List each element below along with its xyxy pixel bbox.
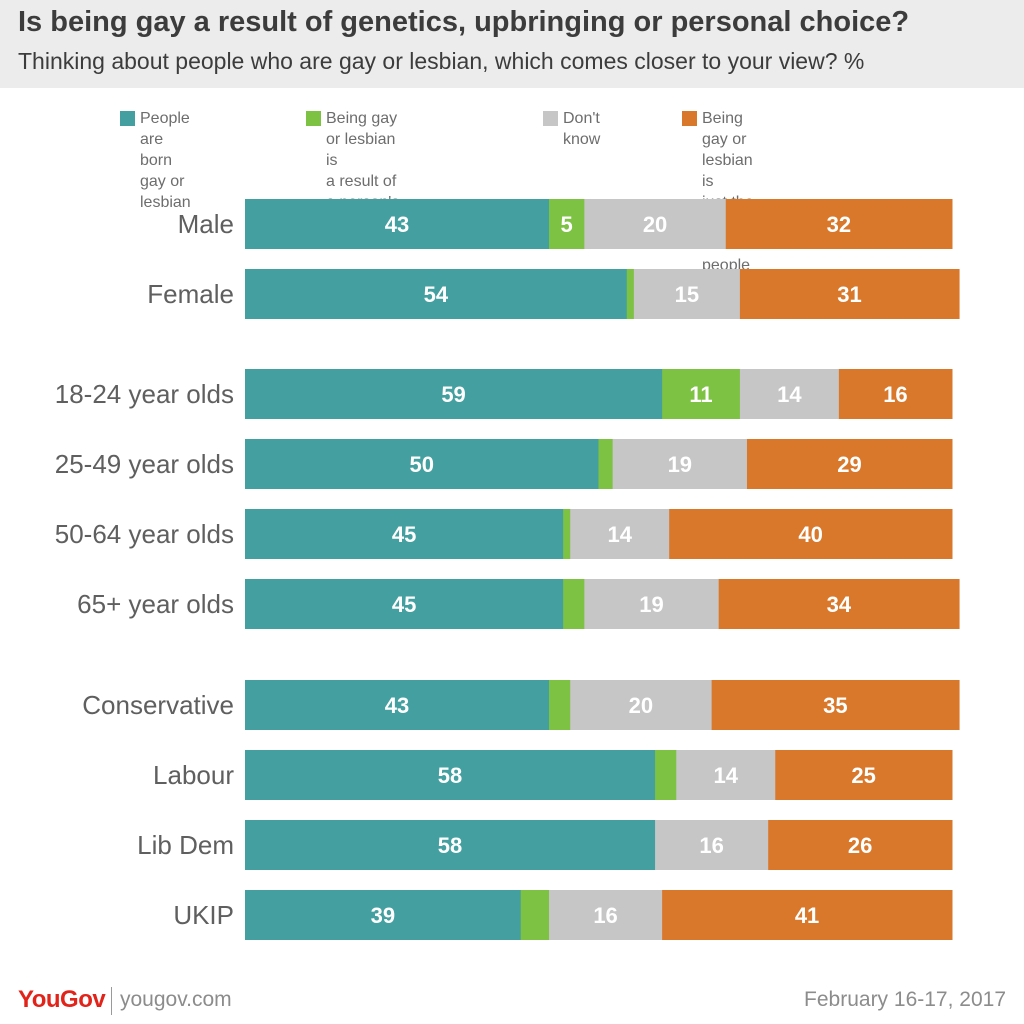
bar-segment-50-64-year-olds-choice xyxy=(669,509,953,559)
data-label-ukip-choice: 41 xyxy=(795,903,819,928)
category-label-female: Female xyxy=(147,279,234,309)
bar-segment-male-dont-know xyxy=(584,199,727,249)
bar-segment-labour-choice xyxy=(775,750,953,800)
data-label-18-24-year-olds-born: 59 xyxy=(441,382,465,407)
data-label-18-24-year-olds-upbringing: 11 xyxy=(689,382,712,407)
data-label-conservative-born: 43 xyxy=(385,693,409,718)
legend-label-born: People are born gay or lesbian xyxy=(140,110,191,211)
bar-segment-50-64-year-olds-dont-know xyxy=(570,509,670,559)
data-label-male-born: 43 xyxy=(385,212,409,237)
bar-segment-18-24-year-olds-born xyxy=(245,369,663,419)
bar-segment-female-choice xyxy=(739,269,960,319)
bar-segment-65-year-olds-choice xyxy=(718,579,960,629)
bar-segment-female-dont-know xyxy=(633,269,741,319)
bar-segment-lib-dem-dont-know xyxy=(655,820,769,870)
bar-segment-male-choice xyxy=(725,199,953,249)
data-label-25-49-year-olds-dont-know: 19 xyxy=(668,452,692,477)
category-label-18-24-year-olds: 18-24 year olds xyxy=(55,379,234,409)
category-label-labour: Labour xyxy=(153,760,234,790)
data-label-65-year-olds-born: 45 xyxy=(392,592,416,617)
bar-segment-ukip-upbringing xyxy=(520,890,550,940)
category-label-conservative: Conservative xyxy=(82,690,234,720)
category-label-65-year-olds: 65+ year olds xyxy=(77,589,234,619)
data-label-labour-dont-know: 14 xyxy=(714,763,739,788)
data-label-25-49-year-olds-born: 50 xyxy=(410,452,434,477)
data-label-labour-born: 58 xyxy=(438,763,462,788)
chart-subtitle: Thinking about people who are gay or les… xyxy=(18,48,865,74)
data-label-female-dont-know: 15 xyxy=(675,282,699,307)
data-label-conservative-choice: 35 xyxy=(823,693,847,718)
footer-divider xyxy=(111,987,112,1015)
bar-segment-25-49-year-olds-upbringing xyxy=(598,439,614,489)
data-label-labour-choice: 25 xyxy=(851,763,875,788)
bar-segment-18-24-year-olds-dont-know xyxy=(739,369,840,419)
data-label-50-64-year-olds-dont-know: 14 xyxy=(607,522,632,547)
bar-segment-ukip-choice xyxy=(662,890,953,940)
chart-title: Is being gay a result of genetics, upbri… xyxy=(18,6,910,38)
data-label-25-49-year-olds-choice: 29 xyxy=(837,452,861,477)
data-label-50-64-year-olds-born: 45 xyxy=(392,522,416,547)
data-label-conservative-dont-know: 20 xyxy=(629,693,653,718)
data-label-18-24-year-olds-dont-know: 14 xyxy=(777,382,802,407)
data-label-male-upbringing: 5 xyxy=(561,212,573,237)
data-label-50-64-year-olds-choice: 40 xyxy=(798,522,822,547)
legend-swatch-dont-know xyxy=(543,111,558,126)
data-label-lib-dem-born: 58 xyxy=(438,833,462,858)
bar-segment-18-24-year-olds-upbringing xyxy=(662,369,741,419)
bar-segment-conservative-choice xyxy=(711,680,960,730)
bar-segment-labour-born xyxy=(245,750,656,800)
bar-segment-25-49-year-olds-choice xyxy=(746,439,953,489)
bar-segment-male-upbringing xyxy=(549,199,585,249)
bar-segment-65-year-olds-born xyxy=(245,579,564,629)
bar-segment-male-born xyxy=(245,199,550,249)
bar-segment-conservative-upbringing xyxy=(549,680,571,730)
bar-segment-female-upbringing xyxy=(626,269,635,319)
bar-segment-65-year-olds-dont-know xyxy=(584,579,720,629)
bar-segment-labour-dont-know xyxy=(676,750,776,800)
category-label-ukip: UKIP xyxy=(173,900,234,930)
bar-segment-50-64-year-olds-upbringing xyxy=(563,509,571,559)
data-label-male-choice: 32 xyxy=(827,212,851,237)
data-label-65-year-olds-choice: 34 xyxy=(827,592,852,617)
bar-segment-25-49-year-olds-born xyxy=(245,439,599,489)
category-label-lib-dem: Lib Dem xyxy=(137,830,234,860)
data-label-female-choice: 31 xyxy=(837,282,861,307)
bar-segment-65-year-olds-upbringing xyxy=(563,579,585,629)
bar-segment-lib-dem-choice xyxy=(768,820,953,870)
data-label-ukip-dont-know: 16 xyxy=(593,903,617,928)
bar-segment-conservative-born xyxy=(245,680,550,730)
data-label-65-year-olds-dont-know: 19 xyxy=(639,592,663,617)
bar-segment-female-born xyxy=(245,269,628,319)
data-label-18-24-year-olds-choice: 16 xyxy=(883,382,907,407)
bar-segment-50-64-year-olds-born xyxy=(245,509,564,559)
bar-segment-18-24-year-olds-choice xyxy=(838,369,953,419)
category-label-50-64-year-olds: 50-64 year olds xyxy=(55,519,234,549)
bar-segment-lib-dem-born xyxy=(245,820,656,870)
footer-date: February 16-17, 2017 xyxy=(804,988,1006,1011)
yougov-logo: YouGov xyxy=(18,986,106,1013)
data-label-ukip-born: 39 xyxy=(371,903,395,928)
legend-swatch-upbringing xyxy=(306,111,321,126)
header-band: Is being gay a result of genetics, upbri… xyxy=(0,0,1024,88)
legend-swatch-choice xyxy=(682,111,697,126)
data-label-female-born: 54 xyxy=(424,282,449,307)
bar-segment-ukip-born xyxy=(245,890,522,940)
bar-segment-labour-upbringing xyxy=(655,750,677,800)
legend-swatch-born xyxy=(120,111,135,126)
category-label-25-49-year-olds: 25-49 year olds xyxy=(55,449,234,479)
data-label-lib-dem-choice: 26 xyxy=(848,833,872,858)
data-label-lib-dem-dont-know: 16 xyxy=(699,833,723,858)
legend-label-dont-know: Don't know xyxy=(563,110,601,148)
category-label-male: Male xyxy=(178,209,234,239)
bar-segment-25-49-year-olds-dont-know xyxy=(612,439,748,489)
data-label-male-dont-know: 20 xyxy=(643,212,667,237)
bar-segment-conservative-dont-know xyxy=(570,680,713,730)
footer-url[interactable]: yougov.com xyxy=(120,988,232,1011)
bar-segment-ukip-dont-know xyxy=(549,890,663,940)
